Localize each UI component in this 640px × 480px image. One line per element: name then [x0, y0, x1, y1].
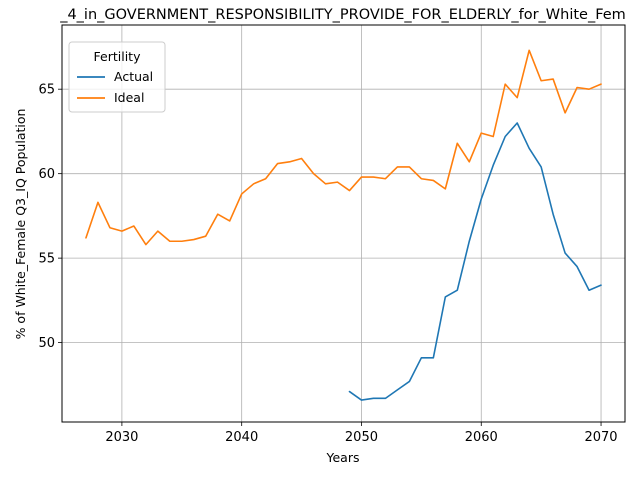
legend-label-actual: Actual — [114, 69, 153, 84]
chart-title: _4_in_GOVERNMENT_RESPONSIBILITY_PROVIDE_… — [59, 7, 626, 23]
axis-ticks: 2030 2040 2050 2060 2070 50 55 60 65 — [38, 83, 617, 445]
legend: Fertility Actual Ideal — [69, 42, 165, 112]
legend-label-ideal: Ideal — [114, 90, 144, 105]
y-tick-label: 60 — [38, 167, 55, 182]
y-tick-label: 50 — [38, 336, 55, 351]
x-tick-label: 2030 — [105, 430, 138, 445]
x-tick-label: 2070 — [584, 430, 617, 445]
y-axis-label: % of White_Female Q3_IQ Population — [13, 109, 28, 340]
series-line-actual — [349, 123, 601, 400]
x-tick-label: 2060 — [465, 430, 498, 445]
y-tick-label: 65 — [38, 83, 55, 98]
x-tick-label: 2050 — [345, 430, 378, 445]
legend-title: Fertility — [94, 49, 142, 64]
x-axis-label: Years — [326, 450, 360, 465]
x-tick-label: 2040 — [225, 430, 258, 445]
y-tick-label: 55 — [38, 252, 55, 267]
